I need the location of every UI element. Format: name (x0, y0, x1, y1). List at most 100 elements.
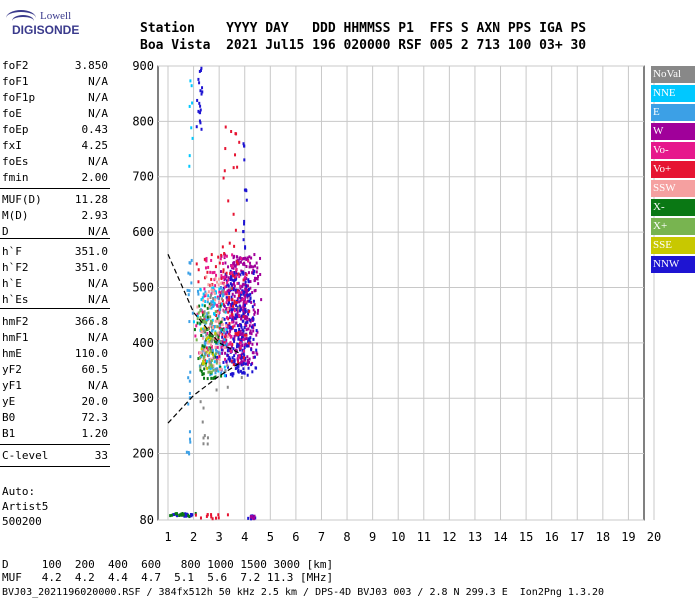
echo-point (210, 334, 213, 338)
param-name: foF1p (2, 91, 36, 104)
echo-point (208, 339, 211, 343)
echo-point (234, 328, 237, 332)
echo-point (228, 291, 231, 295)
echo-point (248, 357, 251, 361)
echo-point (209, 270, 212, 274)
echo-point-sparse (206, 442, 209, 446)
echo-point (210, 283, 213, 287)
echo-point-sparse (244, 245, 247, 249)
echo-point (207, 370, 210, 374)
echo-point (235, 270, 238, 274)
param-value: 60.5 (81, 363, 109, 376)
echo-point (231, 292, 234, 296)
echo-point (229, 314, 232, 318)
echo-point (242, 319, 245, 323)
echo-point (248, 265, 251, 269)
echo-point (209, 336, 212, 340)
echo-point (227, 276, 230, 280)
echo-point (233, 279, 236, 283)
echo-point (227, 298, 230, 302)
echo-point (212, 376, 215, 380)
echo-point (249, 340, 252, 344)
echo-point (245, 328, 248, 332)
echo-point-sparse (169, 514, 172, 518)
echo-point (225, 254, 228, 258)
echo-point-sparse (243, 158, 246, 162)
echo-point-sparse (172, 513, 175, 517)
param-name: foF1 (2, 75, 29, 88)
echo-point (220, 281, 223, 285)
echo-point (239, 369, 242, 373)
echo-point-sparse (194, 513, 197, 517)
echo-point (203, 345, 206, 349)
echo-point (243, 325, 246, 329)
echo-point (206, 315, 209, 319)
echo-point (216, 317, 219, 321)
echo-point (257, 274, 260, 278)
echo-point-sparse (198, 101, 201, 105)
echo-point (223, 310, 226, 314)
echo-point (211, 334, 214, 338)
echo-point (226, 316, 229, 320)
echo-point (245, 286, 248, 290)
echo-point (227, 317, 230, 321)
echo-point (216, 295, 219, 299)
echo-point (259, 273, 262, 277)
echo-point (235, 317, 238, 321)
param-row: fmin 2.00 (2, 170, 108, 186)
echo-point (200, 334, 203, 338)
echo-point (222, 293, 225, 297)
echo-point-sparse (181, 512, 184, 516)
echo-point (220, 345, 223, 349)
echo-point (244, 300, 247, 304)
echo-point (195, 338, 198, 342)
echo-point (206, 327, 209, 331)
echo-point (215, 313, 218, 317)
echo-point (218, 339, 221, 343)
echo-point (201, 303, 204, 307)
echo-point (237, 356, 240, 360)
echo-point-sparse (187, 376, 190, 380)
echo-point-sparse (187, 451, 190, 455)
echo-point (238, 324, 241, 328)
echo-point (205, 318, 208, 322)
echo-point (197, 292, 200, 296)
echo-point (207, 311, 210, 315)
echo-point (199, 316, 202, 320)
param-row: fxI 4.25 (2, 138, 108, 154)
param-name: h`F (2, 245, 22, 258)
echo-point (203, 287, 206, 291)
echo-point (196, 317, 199, 321)
echo-point (203, 361, 206, 365)
echo-point-sparse (189, 370, 192, 374)
param-name: foE (2, 107, 22, 120)
echo-point (210, 345, 213, 349)
echo-point-sparse (199, 111, 202, 115)
echo-point (239, 273, 242, 277)
echo-point (203, 276, 206, 280)
echo-point (235, 301, 238, 305)
echo-point (245, 264, 248, 268)
echo-point (240, 325, 243, 329)
echo-point (223, 374, 226, 378)
echo-point (243, 354, 246, 358)
echo-point (234, 351, 237, 355)
echo-point (247, 311, 250, 315)
param-name: h`Es (2, 293, 29, 306)
echo-point (235, 262, 238, 266)
echo-point (231, 318, 234, 322)
y-tick-label: 80 (140, 513, 154, 527)
echo-point (215, 368, 218, 372)
echo-point (204, 266, 207, 270)
echo-point (226, 330, 229, 334)
echo-point (214, 296, 217, 300)
y-tick-label: 800 (132, 114, 154, 128)
echo-point-sparse (203, 434, 206, 438)
echo-point (230, 283, 233, 287)
echo-point (215, 388, 218, 392)
legend-item-nnw: NNW (651, 256, 695, 273)
echo-point (239, 329, 242, 333)
echo-point (245, 333, 248, 337)
echo-point (207, 335, 210, 339)
echo-point-sparse (188, 164, 191, 168)
